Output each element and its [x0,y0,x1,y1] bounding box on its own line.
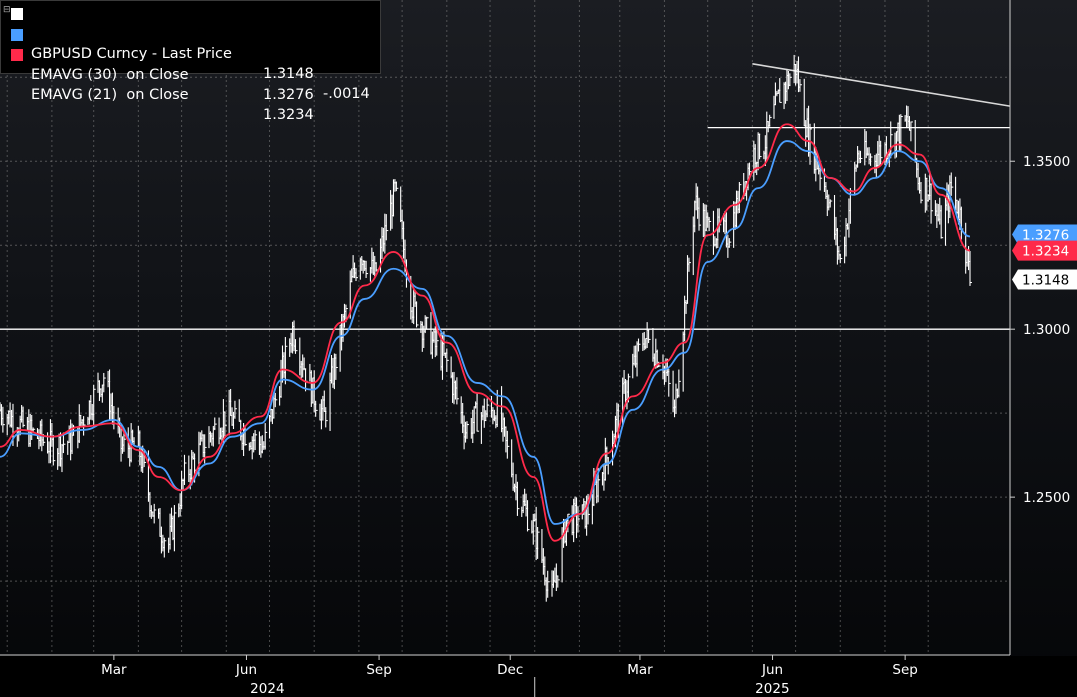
legend-row-ema30: EMAVG (30) on Close 1.3276 [1,25,381,103]
y-tick-label: 1.3500 [1023,154,1070,170]
price-series [0,54,972,602]
legend-row-price: GBPUSD Curncy - Last Price 1.3148 -.0014 [1,4,381,102]
price-tag-bg [1012,269,1077,290]
ema21-line [0,123,971,542]
year-label: 2025 [755,681,789,697]
ema30-line [0,140,971,525]
x-tick-label: Mar [101,662,127,678]
price-tag-label: 1.3148 [1022,272,1069,288]
legend-label-ema30: EMAVG (30) on Close [31,67,189,83]
year-label: 2024 [250,681,284,697]
collapse-icon[interactable]: ⊟ [3,5,11,15]
legend-label-price: GBPUSD Curncy - Last Price [31,46,232,62]
legend-value-ema21: 1.3234 [263,107,314,123]
legend-swatch-ema30 [11,29,23,41]
x-tick-label: Mar [627,662,653,678]
legend-swatch-ema21 [11,49,23,61]
x-tick-label: Sep [366,662,391,678]
legend-value-price: 1.3148 [263,66,314,82]
price-tag-bg [1012,240,1077,261]
price-tag: 1.3276 [1012,224,1077,245]
ema-series [0,123,971,542]
x-axis-band [0,656,1077,697]
y-tick-label: 1.2500 [1023,490,1070,506]
price-tag-label: 1.3276 [1022,227,1069,243]
legend-label-ema21: EMAVG (21) on Close [31,87,189,103]
x-tick-label: Jun [235,662,257,678]
trend-line [752,63,1011,107]
y-tick-label: 1.3000 [1023,322,1070,338]
price-tag-bg [1012,224,1077,245]
legend-value-ema30: 1.3276 [263,87,314,103]
chart-legend: ⊟ GBPUSD Curncy - Last Price 1.3148 -.00… [0,0,381,123]
x-tick-label: Sep [892,662,917,678]
legend-swatch-price [11,8,23,20]
legend-change-price: -.0014 [323,86,370,102]
price-tag-label: 1.3234 [1022,244,1069,260]
legend-row-ema21: EMAVG (21) on Close 1.3234 [1,45,381,123]
x-tick-label: Dec [497,662,523,678]
price-tag: 1.3148 [1012,269,1077,290]
price-tag: 1.3234 [1012,240,1077,261]
x-tick-label: Jun [761,662,783,678]
